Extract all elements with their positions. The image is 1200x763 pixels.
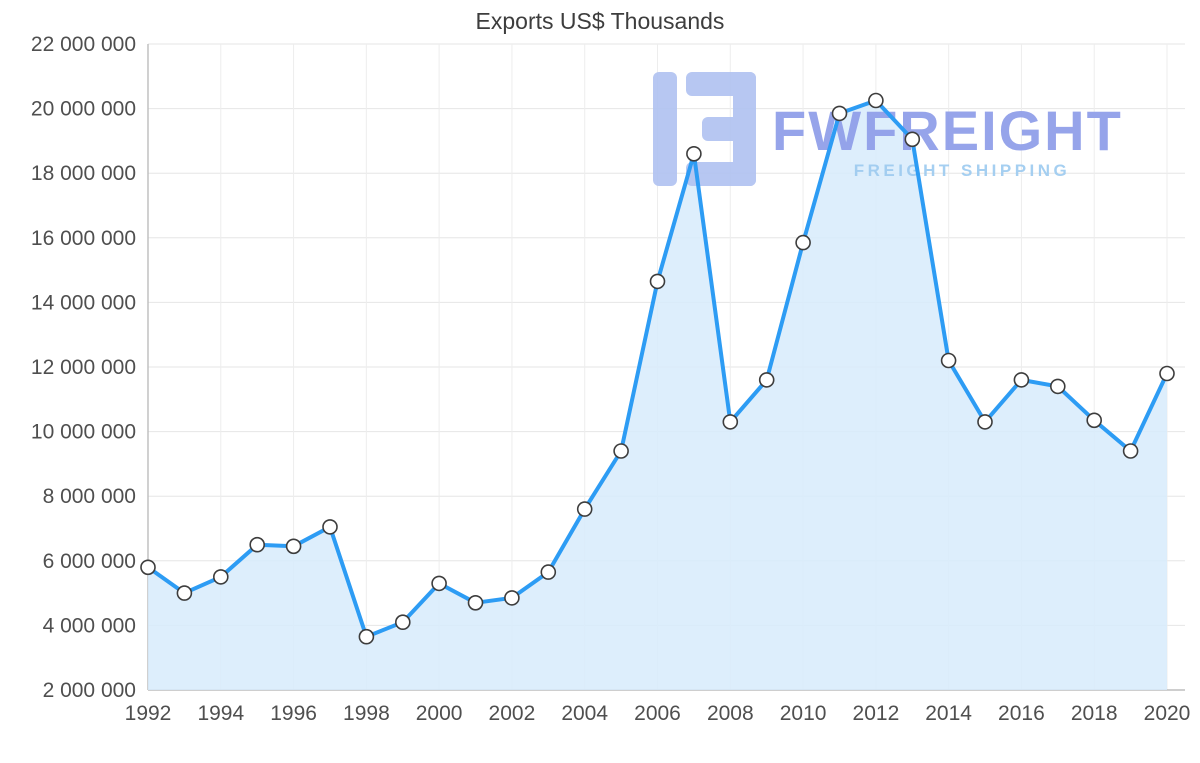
data-point-marker — [758, 372, 775, 388]
data-point-marker — [176, 585, 193, 601]
x-axis-labels: 1992 1994 1996 1998 2000 2002 2004 2006 2008 2010… — [125, 702, 1191, 725]
y-tick-label: 22 000 000 — [31, 33, 136, 56]
x-tick-label: 1992 — [125, 702, 172, 725]
x-tick-label: 2016 — [998, 702, 1045, 725]
data-point-marker — [1122, 443, 1139, 459]
x-tick-label: 2020 — [1144, 702, 1191, 725]
watermark-logo-icon — [653, 72, 677, 186]
data-point-marker — [831, 105, 848, 122]
data-point-marker — [977, 414, 993, 430]
data-point-marker — [940, 352, 957, 369]
x-tick-label: 2012 — [853, 702, 900, 725]
series-markers — [140, 92, 1175, 645]
chart-title: Exports US$ Thousands — [475, 8, 725, 34]
data-point-marker — [795, 234, 811, 251]
watermark-tagline-text: FREIGHT SHIPPING — [854, 161, 1071, 180]
data-point-marker — [613, 443, 629, 459]
y-tick-label: 20 000 000 — [31, 98, 136, 121]
area-fill — [148, 100, 1167, 690]
data-point-marker — [140, 559, 156, 576]
data-point-marker — [686, 146, 702, 162]
data-point-marker — [868, 92, 884, 109]
data-point-marker — [1086, 412, 1102, 429]
x-tick-label: 2010 — [780, 702, 827, 725]
data-point-marker — [722, 414, 739, 430]
data-point-marker — [322, 519, 338, 535]
y-tick-label: 16 000 000 — [31, 227, 136, 250]
data-point-marker — [904, 131, 921, 148]
x-tick-label: 2014 — [925, 702, 972, 725]
data-point-marker — [504, 590, 520, 606]
y-tick-label: 12 000 000 — [31, 356, 136, 379]
y-tick-label: 2 000 000 — [43, 679, 136, 702]
x-tick-label: 1996 — [270, 702, 317, 725]
data-point-marker — [540, 564, 557, 580]
data-point-marker — [249, 536, 266, 553]
y-tick-label: 8 000 000 — [43, 485, 136, 508]
watermark-brand-text: FWFREIGHT — [772, 99, 1123, 162]
x-tick-label: 2018 — [1071, 702, 1118, 725]
data-point-marker — [1013, 372, 1030, 388]
data-point-marker — [394, 614, 411, 631]
x-tick-label: 2002 — [489, 702, 536, 725]
data-point-marker — [649, 273, 666, 290]
y-tick-label: 4 000 000 — [43, 614, 136, 637]
data-point-marker — [1050, 378, 1066, 395]
data-point-marker — [285, 538, 302, 555]
y-tick-label: 6 000 000 — [43, 550, 136, 573]
x-tick-label: 2008 — [707, 702, 754, 725]
x-tick-label: 2006 — [634, 702, 681, 725]
y-tick-label: 14 000 000 — [31, 291, 136, 314]
data-point-marker — [467, 594, 484, 611]
x-tick-label: 2004 — [561, 702, 608, 725]
data-point-marker — [431, 575, 447, 592]
data-point-marker — [213, 569, 229, 585]
y-tick-label: 18 000 000 — [31, 162, 136, 185]
y-axis-labels: 2 000 000 4 000 000 6 000 000 8 000 000 10 0… — [31, 33, 136, 702]
y-tick-label: 10 000 000 — [31, 421, 136, 444]
x-tick-label: 2000 — [416, 702, 463, 725]
data-point-marker — [358, 628, 375, 645]
data-point-marker — [1159, 365, 1175, 382]
data-point-marker — [576, 501, 593, 517]
x-tick-label: 1994 — [197, 702, 244, 725]
watermark-logo-icon — [733, 72, 756, 186]
x-tick-label: 1998 — [343, 702, 390, 725]
